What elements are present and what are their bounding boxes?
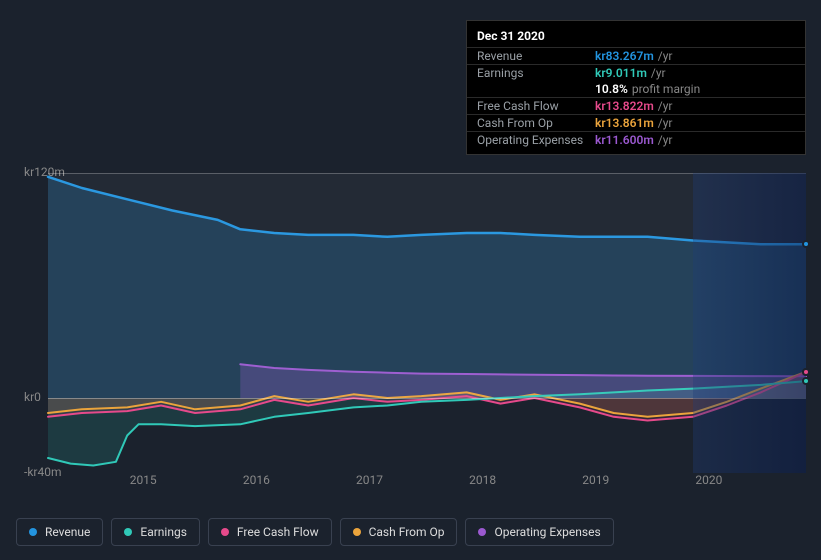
tooltip-unit: profit margin [632, 82, 700, 96]
tooltip-label: Free Cash Flow [477, 99, 595, 113]
x-axis-label: 2019 [582, 473, 609, 487]
series-end-dot [802, 368, 810, 376]
legend-item-revenue[interactable]: Revenue [16, 518, 103, 546]
legend-item-earnings[interactable]: Earnings [111, 518, 200, 546]
legend-dot-icon [478, 528, 486, 536]
plot-area[interactable] [48, 173, 806, 473]
tooltip-unit: /yr [658, 133, 673, 147]
tooltip-row: Free Cash Flowkr13.822m/yr [467, 97, 805, 114]
legend-label: Cash From Op [369, 525, 445, 539]
legend-dot-icon [353, 528, 361, 536]
tooltip-row: 10.8% profit margin [467, 81, 805, 97]
legend-item-free-cash-flow[interactable]: Free Cash Flow [208, 518, 332, 546]
tooltip-value: kr9.011m [595, 66, 647, 80]
tooltip-row: Revenuekr83.267m/yr [467, 47, 805, 64]
legend-label: Earnings [140, 525, 187, 539]
tooltip-row: Earningskr9.011m/yr [467, 64, 805, 81]
legend-dot-icon [221, 528, 229, 536]
tooltip-row: Operating Expenseskr11.600m/yr [467, 131, 805, 148]
tooltip-label: Cash From Op [477, 116, 595, 130]
x-axis-label: 2018 [469, 473, 496, 487]
tooltip-label: Earnings [477, 66, 595, 80]
tooltip-value: kr11.600m [595, 133, 654, 147]
series-end-dot [802, 240, 810, 248]
legend-label: Revenue [45, 525, 90, 539]
x-axis-label: 2017 [356, 473, 383, 487]
legend-dot-icon [124, 528, 132, 536]
legend-label: Operating Expenses [494, 525, 600, 539]
tooltip-date: Dec 31 2020 [467, 27, 805, 47]
chart-legend: Revenue Earnings Free Cash Flow Cash From O… [16, 518, 614, 546]
x-axis-label: 2020 [695, 473, 722, 487]
y-axis-label: kr0 [24, 390, 41, 404]
tooltip-label: Revenue [477, 49, 595, 63]
future-period-band [693, 173, 806, 473]
tooltip-unit: /yr [658, 49, 673, 63]
tooltip-value: 10.8% [595, 82, 628, 96]
tooltip-label: Operating Expenses [477, 133, 595, 147]
legend-item-cash-from-op[interactable]: Cash From Op [340, 518, 458, 546]
legend-item-operating-expenses[interactable]: Operating Expenses [465, 518, 613, 546]
tooltip-value: kr83.267m [595, 49, 654, 63]
legend-label: Free Cash Flow [237, 525, 319, 539]
tooltip-value: kr13.822m [595, 99, 654, 113]
chart-tooltip: Dec 31 2020 Revenuekr83.267m/yrEarningsk… [466, 20, 806, 155]
x-axis-label: 2015 [130, 473, 157, 487]
tooltip-value: kr13.861m [595, 116, 654, 130]
earnings-revenue-chart: kr120mkr0-kr40m 201520162017201820192020 [16, 155, 806, 475]
tooltip-unit: /yr [651, 66, 666, 80]
series-end-dot [802, 377, 810, 385]
tooltip-row: Cash From Opkr13.861m/yr [467, 114, 805, 131]
tooltip-unit: /yr [658, 99, 673, 113]
tooltip-unit: /yr [658, 116, 673, 130]
x-axis-label: 2016 [243, 473, 270, 487]
legend-dot-icon [29, 528, 37, 536]
